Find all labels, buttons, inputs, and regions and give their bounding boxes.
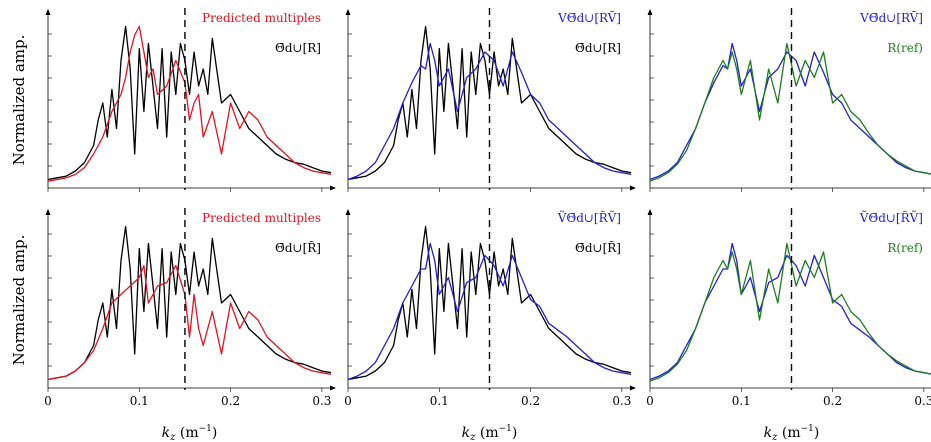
- legend-entry-1: VΘ̄d∪[RV̄]: [557, 10, 621, 25]
- x-tick-label: 0.3: [612, 394, 631, 408]
- legend-entry-2: Θ̄d∪[R̃]: [575, 240, 621, 255]
- legend-entry-1: ṼΘ̄d∪[R̃Ṽ]: [859, 210, 923, 225]
- ylabel-row1: Normalized amp.: [10, 35, 28, 166]
- series-line-1: [47, 25, 332, 181]
- legend-entry-1: VΘ̄d∪[RV̄]: [859, 10, 923, 25]
- y-axis-arrow: [45, 9, 51, 15]
- panel-row2-col3: 0 0.1 0.2 0.3 ṼΘ̄d∪[R̃Ṽ] R(ref): [646, 208, 931, 408]
- y-axis-arrow: [647, 209, 653, 215]
- x-tick-label: 0.2: [521, 394, 540, 408]
- ylabel-row2: Normalized amp.: [10, 235, 28, 366]
- xlabel-col2: kz (m−1): [462, 424, 518, 442]
- y-axis-arrow: [647, 9, 653, 15]
- series-line-2: [649, 42, 931, 182]
- x-tick-label: 0.1: [430, 394, 449, 408]
- panel-row2-col1: 0 0.1 0.2 0.3 Predicted multiples Θ̄d∪[R̃]: [44, 208, 336, 408]
- x-tick-label: 0: [44, 394, 52, 408]
- series-line-1: [649, 242, 931, 381]
- x-axis-arrow: [630, 185, 636, 191]
- x-axis-arrow: [330, 185, 336, 191]
- x-tick-label: 0: [646, 394, 654, 408]
- x-tick-label: 0: [344, 394, 352, 408]
- xlabel-col3: kz (m−1): [764, 424, 820, 442]
- legend-entry-2: R(ref): [887, 241, 923, 255]
- xlabel-col1: kz (m−1): [162, 424, 218, 442]
- xlabels: kz (m−1) kz (m−1) kz (m−1): [162, 424, 820, 442]
- series-line-2: [47, 264, 332, 381]
- panel-row2-col2: 0 0.1 0.2 0.3 ṼΘ̄d∪[R̃Ṽ] Θ̄d∪[R̃]: [344, 208, 636, 408]
- x-tick-label: 0.2: [823, 394, 842, 408]
- x-tick-label: 0.3: [312, 394, 331, 408]
- legend-entry-2: Θ̄d∪[R]: [575, 41, 621, 55]
- legend-entry-2: Θ̄d∪[R]: [275, 41, 321, 55]
- legend-entry-2: Θ̄d∪[R̃]: [275, 240, 321, 255]
- legend-entry-1: Predicted multiples: [202, 11, 321, 25]
- series-line-2: [347, 242, 632, 381]
- series-line-1: [47, 225, 332, 381]
- y-axis-arrow: [45, 209, 51, 215]
- series-line-2: [47, 25, 332, 182]
- series-line-1: [347, 25, 632, 181]
- legend-entry-1: Predicted multiples: [202, 211, 321, 225]
- x-axis-arrow: [330, 385, 336, 391]
- legend-entry-2: R(ref): [887, 41, 923, 55]
- series-line-1: [347, 225, 632, 381]
- y-axis-arrow: [345, 9, 351, 15]
- series-line-2: [347, 42, 632, 181]
- x-axis-arrow: [630, 385, 636, 391]
- panel-row1-col3: VΘ̄d∪[RV̄] R(ref): [647, 8, 931, 192]
- series-line-2: [649, 242, 931, 382]
- x-tick-label: 0.1: [130, 394, 149, 408]
- panels: Predicted multiples Θ̄d∪[R] VΘ̄d∪[RV̄] Θ̄d∪…: [44, 8, 931, 408]
- series-line-1: [649, 42, 931, 181]
- y-axis-arrow: [345, 209, 351, 215]
- legend-entry-1: ṼΘ̄d∪[R̃Ṽ]: [557, 210, 621, 225]
- panel-row1-col2: VΘ̄d∪[RV̄] Θ̄d∪[R]: [345, 8, 636, 192]
- x-tick-label: 0.2: [221, 394, 240, 408]
- panel-row1-col1: Predicted multiples Θ̄d∪[R]: [45, 8, 336, 192]
- x-tick-label: 0.3: [914, 394, 931, 408]
- x-tick-label: 0.1: [732, 394, 751, 408]
